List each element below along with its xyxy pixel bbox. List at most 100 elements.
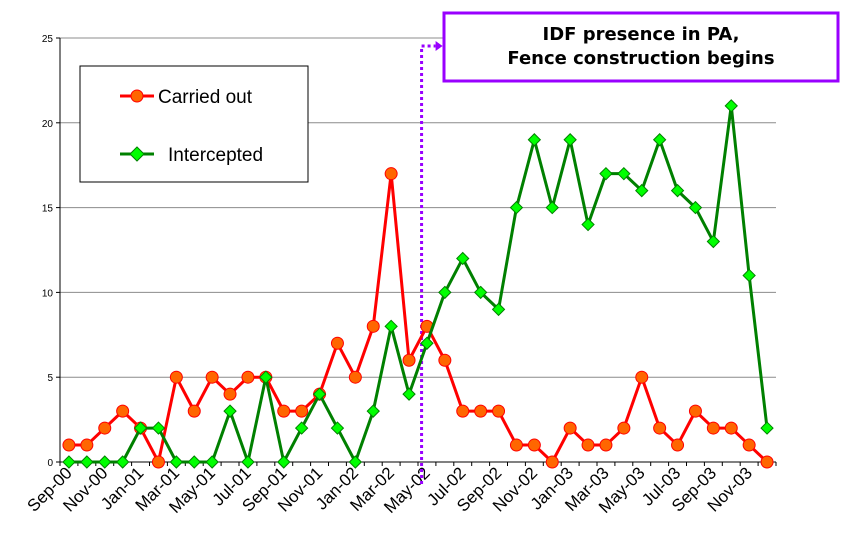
data-point-carried-out: [545, 455, 559, 469]
data-point-carried-out: [581, 438, 595, 452]
legend-label-carried-out: Carried out: [158, 87, 253, 108]
data-point-carried-out: [724, 421, 738, 435]
data-point-intercepted: [563, 133, 577, 147]
annotation-line-2: Fence construction begins: [507, 48, 774, 69]
legend-box: [79, 65, 309, 183]
data-point-intercepted: [115, 455, 130, 469]
data-point-carried-out: [223, 387, 237, 401]
data-point-carried-out: [438, 353, 452, 367]
data-point-carried-out: [688, 404, 702, 418]
data-point-intercepted: [581, 217, 595, 232]
data-point-intercepted: [491, 302, 506, 317]
data-point-carried-out: [205, 370, 219, 384]
data-point-carried-out: [116, 404, 130, 418]
data-point-intercepted: [169, 455, 184, 469]
data-point-intercepted: [223, 404, 237, 418]
legend-swatch-intercepted-marker: [129, 146, 145, 162]
data-point-carried-out: [527, 438, 541, 452]
y-axis-ticks: 0 5 10 15 20 25: [42, 34, 60, 469]
y-tick-label: 10: [42, 288, 54, 299]
series-carried-out: [62, 167, 774, 469]
x-axis-ticks: Sep-00Nov-00Jan-01Mar-01May-01Jul-01Sep-…: [24, 462, 777, 517]
data-point-carried-out: [62, 438, 76, 452]
data-point-carried-out: [509, 438, 523, 452]
series-line-carried-out: [68, 172, 769, 464]
data-point-intercepted: [312, 387, 327, 401]
data-point-intercepted: [420, 336, 434, 350]
data-point-carried-out: [671, 438, 685, 452]
data-point-intercepted: [294, 421, 309, 435]
event-marker-arrowhead: [435, 41, 443, 51]
event-marker: [420, 41, 443, 484]
data-point-carried-out: [742, 438, 756, 452]
data-point-intercepted: [742, 268, 756, 283]
data-point-intercepted: [617, 166, 631, 181]
data-point-intercepted: [151, 421, 166, 435]
data-point-intercepted: [330, 421, 345, 435]
data-point-carried-out: [98, 421, 112, 435]
data-point-intercepted: [241, 455, 255, 469]
data-point-carried-out: [277, 404, 291, 418]
data-point-intercepted: [205, 455, 219, 469]
data-point-carried-out: [348, 370, 362, 384]
data-point-carried-out: [169, 370, 183, 384]
data-point-intercepted: [133, 421, 148, 435]
data-point-intercepted: [760, 421, 774, 435]
data-point-carried-out: [492, 404, 506, 418]
data-point-intercepted: [402, 387, 416, 401]
data-point-intercepted: [80, 455, 94, 469]
data-point-intercepted: [473, 285, 488, 300]
data-point-carried-out: [653, 421, 667, 435]
y-tick-label: 5: [47, 373, 53, 384]
data-point-intercepted: [599, 166, 613, 181]
annotation-box: [442, 11, 840, 83]
data-point-intercepted: [509, 200, 524, 215]
data-point-intercepted: [652, 133, 667, 147]
y-tick-label: 15: [42, 204, 54, 215]
data-point-intercepted: [635, 183, 649, 198]
data-point-intercepted: [98, 455, 112, 469]
y-tick-label: 20: [42, 119, 54, 130]
data-point-intercepted: [187, 455, 201, 469]
annotation-line-1: IDF presence in PA,: [543, 24, 740, 45]
data-point-carried-out: [402, 353, 416, 367]
series-line-intercepted: [68, 104, 769, 464]
y-tick-label: 0: [47, 458, 53, 469]
annotation-callout: IDF presence in PA, Fence construction b…: [442, 11, 840, 83]
data-point-carried-out: [563, 421, 577, 435]
data-point-carried-out: [330, 336, 344, 350]
data-point-carried-out: [80, 438, 94, 452]
data-point-carried-out: [241, 370, 255, 384]
data-point-carried-out: [456, 404, 470, 418]
series-group: [62, 99, 774, 469]
data-point-carried-out: [635, 370, 649, 384]
series-intercepted: [62, 99, 774, 469]
data-point-intercepted: [527, 133, 542, 147]
data-point-intercepted: [366, 404, 380, 418]
data-point-carried-out: [366, 319, 380, 333]
data-point-intercepted: [62, 455, 76, 469]
data-point-intercepted: [259, 370, 273, 384]
data-point-carried-out: [474, 404, 488, 418]
y-tick-label: 25: [42, 34, 54, 45]
data-point-intercepted: [706, 234, 721, 249]
legend: Carried out Intercepted: [79, 65, 309, 183]
event-marker-line: [420, 44, 436, 484]
data-point-intercepted: [348, 455, 363, 469]
data-point-intercepted: [724, 99, 738, 113]
data-point-intercepted: [456, 251, 470, 266]
data-point-carried-out: [617, 421, 631, 435]
data-point-carried-out: [295, 404, 309, 418]
data-point-carried-out: [187, 404, 201, 418]
data-point-carried-out: [151, 455, 165, 469]
data-point-intercepted: [545, 200, 559, 215]
data-point-intercepted: [670, 183, 685, 198]
data-point-intercepted: [438, 285, 452, 300]
data-point-intercepted: [277, 455, 291, 469]
data-point-intercepted: [384, 319, 398, 334]
data-point-carried-out: [384, 167, 398, 181]
data-point-carried-out: [760, 455, 774, 469]
data-point-carried-out: [599, 438, 613, 452]
legend-label-intercepted: Intercepted: [168, 145, 263, 166]
